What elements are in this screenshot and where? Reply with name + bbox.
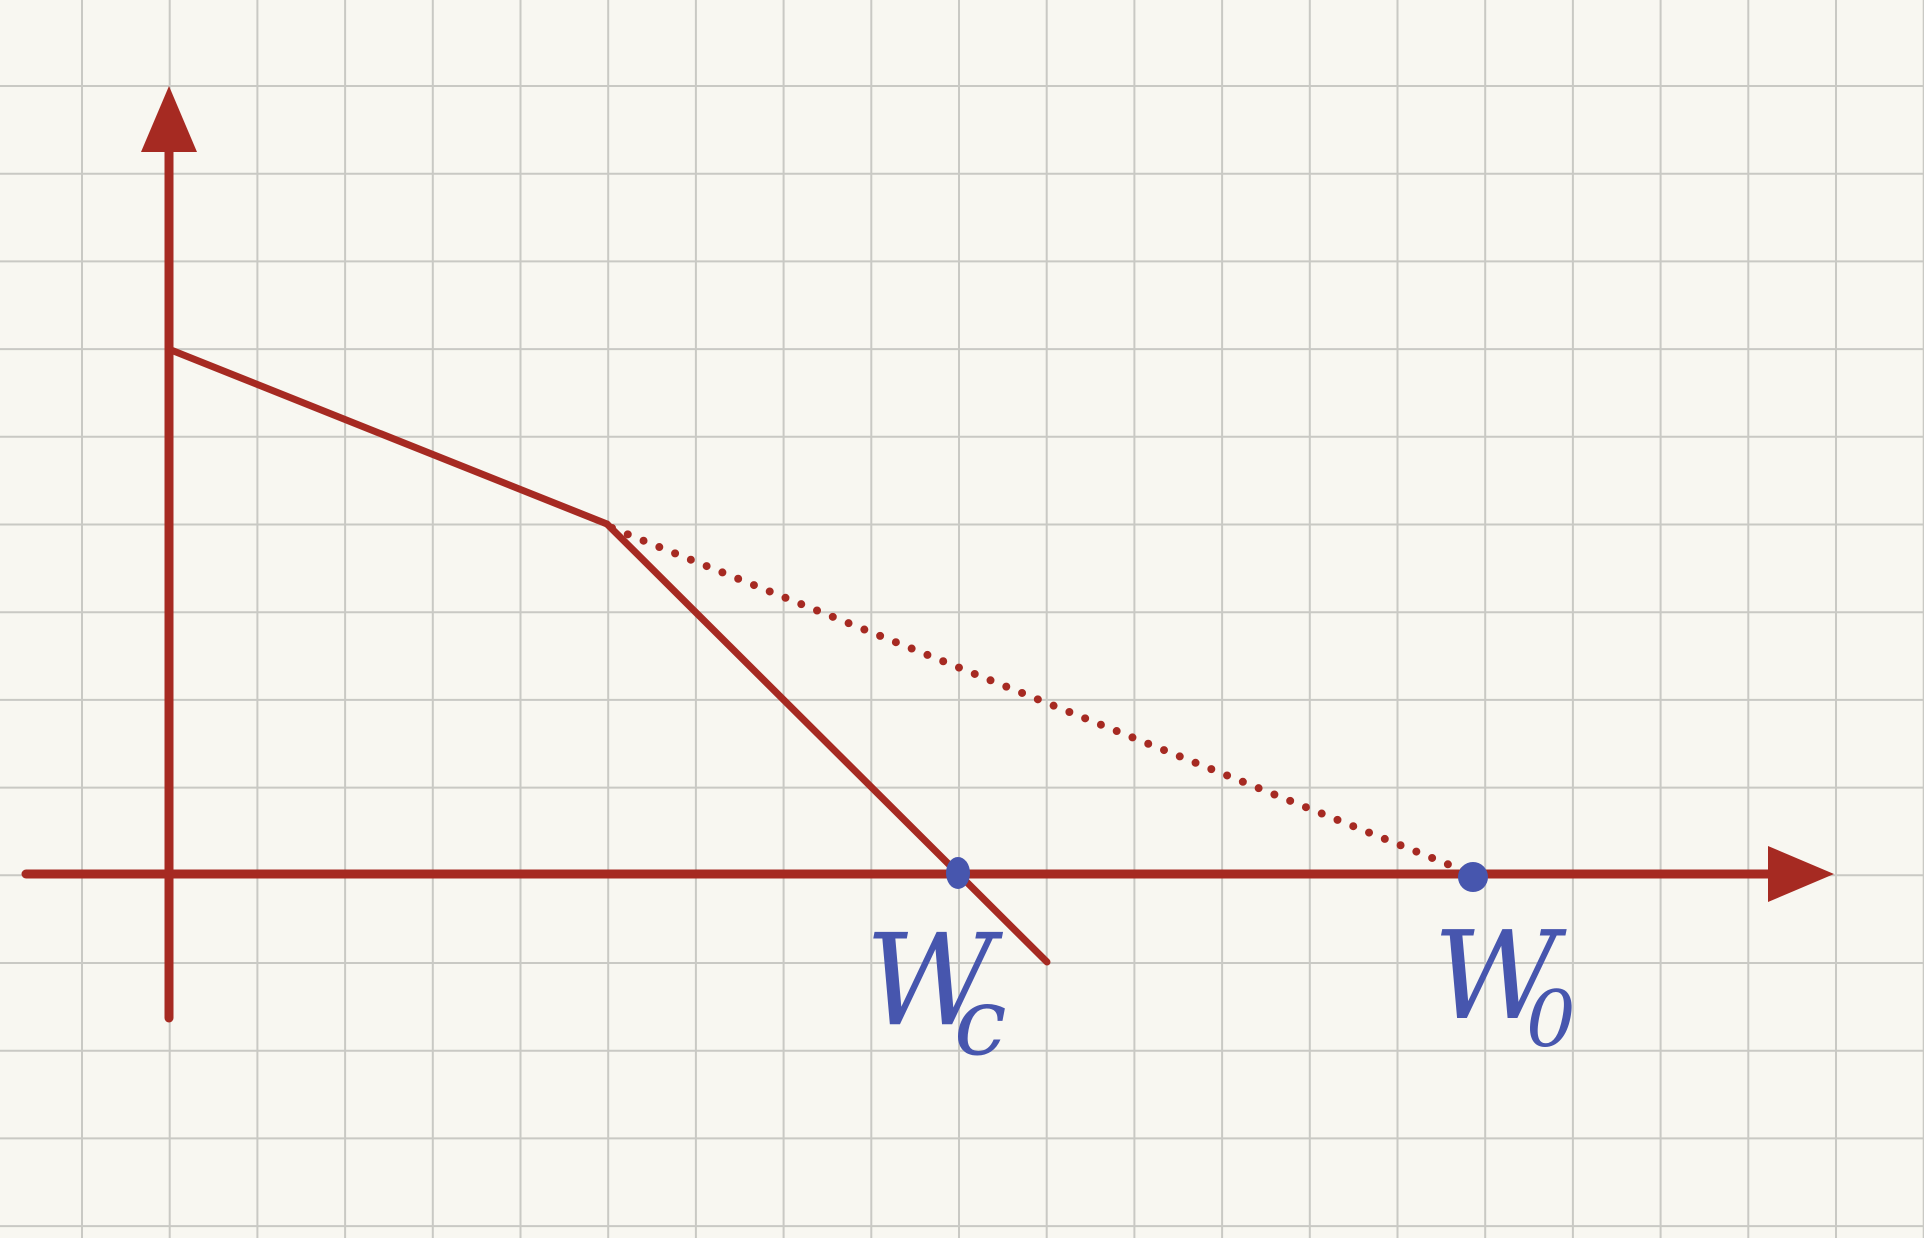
asymptote-curve — [167, 346, 1476, 966]
y-axis-arrowhead — [141, 86, 197, 152]
omega-0-subscript: 0 — [1526, 975, 1576, 1065]
omega-c-label: W c — [865, 907, 1007, 1077]
omega-0-main: W — [1433, 905, 1567, 1047]
omega-c-main: W — [865, 907, 1004, 1054]
omega-c-subscript: c — [954, 968, 1007, 1077]
omega-c-point — [946, 857, 970, 889]
x-axis-arrowhead — [1768, 846, 1834, 902]
omega-0-label: W 0 — [1433, 905, 1576, 1065]
steep-segment — [603, 520, 1051, 966]
first-segment — [167, 346, 611, 528]
axes — [21, 86, 1834, 1023]
marked-points — [946, 857, 1488, 892]
dotted-extension — [608, 524, 1476, 878]
omega-0-point — [1458, 862, 1488, 892]
